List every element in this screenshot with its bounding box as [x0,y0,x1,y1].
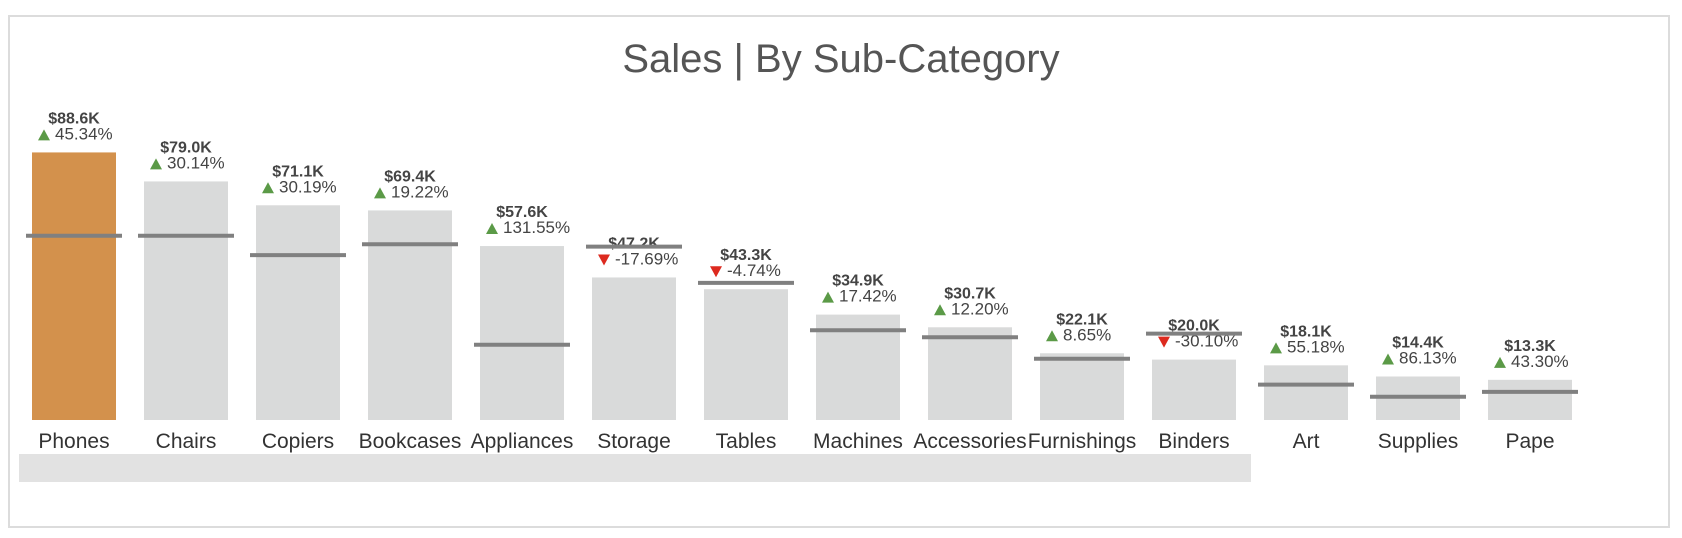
bar-group-furnishings[interactable]: $22.1K8.65% Furnishings [1028,311,1137,453]
up-triangle-icon [1382,353,1394,365]
up-triangle-icon [934,304,946,316]
bar-bookcases[interactable] [368,210,452,420]
category-label-supplies: Supplies [1378,430,1459,453]
bar-chairs[interactable] [144,181,228,420]
pct-change-label-paper: 43.30% [1511,352,1569,371]
chart-frame: Sales | By Sub-Category $88.6K 45.34% Phon… [8,15,1670,528]
pct-change-label-appliances: 131.55% [503,218,570,237]
category-label-art: Art [1293,430,1320,453]
bar-accessories[interactable] [928,327,1012,420]
up-triangle-icon [1046,330,1058,342]
bar-binders[interactable] [1152,359,1236,420]
pct-change-label-supplies: 86.13% [1399,349,1457,368]
bar-copiers[interactable] [256,205,340,420]
category-label-appliances: Appliances [471,430,574,453]
value-label-art: $18.1K [1280,323,1332,340]
bar-art[interactable] [1264,365,1348,420]
value-label-chairs: $79.0K [160,139,212,156]
pct-change-label-tables: -4.74% [727,261,781,280]
category-label-furnishings: Furnishings [1028,430,1137,453]
value-label-binders: $20.0K [1168,318,1220,335]
pct-change-label-binders: -30.10% [1175,332,1238,351]
up-triangle-icon [822,291,834,303]
category-label-machines: Machines [813,430,903,453]
value-label-bookcases: $69.4K [384,168,436,185]
up-triangle-icon [1494,356,1506,368]
category-label-paper: Pape [1505,430,1554,453]
value-label-paper: $13.3K [1504,338,1556,355]
pct-change-label-art: 55.18% [1287,337,1345,356]
scrollbar-thumb[interactable] [19,454,1251,482]
bar-furnishings[interactable] [1040,353,1124,420]
horizontal-scrollbar[interactable] [19,454,1251,482]
up-triangle-icon [374,187,386,199]
chart-title: Sales | By Sub-Category [622,37,1059,81]
bar-phones[interactable] [32,152,116,421]
value-label-supplies: $14.4K [1392,335,1444,352]
bar-tables[interactable] [704,289,788,420]
category-label-tables: Tables [716,430,777,453]
bar-group-binders[interactable]: $20.0K-30.10% Binders [1146,318,1242,453]
value-label-accessories: $30.7K [944,285,996,302]
pct-change-label-copiers: 30.19% [279,177,337,196]
up-triangle-icon [38,129,50,141]
category-label-storage: Storage [597,430,671,453]
bar-group-storage[interactable]: $47.2K-17.69%Storage [586,235,682,453]
up-triangle-icon [1270,342,1282,354]
bar-group-tables[interactable]: $43.3K-4.74% Tables [698,247,794,453]
up-triangle-icon [150,158,162,170]
value-label-furnishings: $22.1K [1056,311,1108,328]
down-triangle-icon [598,254,610,266]
pct-change-label-furnishings: 8.65% [1063,325,1111,344]
up-triangle-icon [486,223,498,235]
pct-change-label-accessories: 12.20% [951,299,1009,318]
category-label-copiers: Copiers [262,430,334,453]
bar-paper[interactable] [1488,379,1572,420]
pct-change-label-chairs: 30.14% [167,153,225,172]
category-label-accessories: Accessories [913,430,1026,453]
bar-storage[interactable] [592,277,676,420]
category-label-phones: Phones [38,430,109,453]
value-label-phones: $88.6K [48,110,100,127]
category-label-bookcases: Bookcases [359,430,462,453]
bar-appliances[interactable] [480,246,564,420]
value-label-machines: $34.9K [832,273,884,290]
value-label-tables: $43.3K [720,247,772,264]
value-label-copiers: $71.1K [272,163,324,180]
up-triangle-icon [262,182,274,194]
category-label-binders: Binders [1158,430,1229,453]
pct-change-label-bookcases: 19.22% [391,182,449,201]
pct-change-label-machines: 17.42% [839,287,897,306]
pct-change-label-storage: -17.69% [615,249,678,268]
value-label-appliances: $57.6K [496,204,548,221]
pct-change-label-phones: 45.34% [55,124,113,143]
down-triangle-icon [1158,336,1170,348]
category-label-chairs: Chairs [156,430,217,453]
down-triangle-icon [710,266,722,278]
